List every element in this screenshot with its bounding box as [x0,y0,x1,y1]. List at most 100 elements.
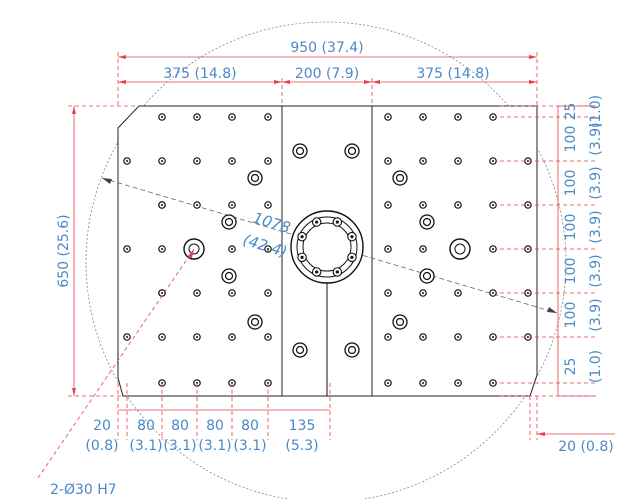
counterbore-hole [419,268,435,284]
dim-bottom-1-inch: (3.1) [129,438,162,454]
hub-bolt [311,217,322,227]
mounting-hole [419,245,427,253]
mounting-hole [228,157,236,165]
mounting-hole [419,157,427,165]
mounting-hole [158,289,166,297]
mounting-hole [454,379,462,387]
mounting-hole [228,333,236,341]
mounting-hole [384,379,392,387]
mounting-hole [419,201,427,209]
dim-right-pitch-mm: 100 [563,170,579,197]
mounting-hole [264,113,272,121]
dim-right-pitch-inch: (3.9) [588,254,604,287]
dim-right-pitch-inch: (3.9) [588,210,604,243]
dim-right-pitch-inch: (1.0) [588,95,604,128]
dim-bottom-2-inch: (3.1) [163,438,196,454]
locating-hole-right [449,238,471,260]
hub-bolt [332,217,343,227]
hub-bolt [297,231,307,242]
mounting-hole [193,333,201,341]
mounting-hole [489,113,497,121]
mounting-hole [123,245,131,253]
mounting-hole [264,333,272,341]
mounting-hole [158,333,166,341]
mounting-hole [489,201,497,209]
dim-right-width: 375 (14.8) [416,66,489,82]
left-dimension: 650 (25.6) [56,105,139,397]
dim-bottom-4-inch: (3.1) [233,438,266,454]
right-edge-dimension: 20 (0.8) [529,396,615,455]
mounting-hole [228,113,236,121]
diagonal-arrow-end [547,307,557,313]
dim-overall-width: 950 (37.4) [290,40,363,56]
dim-right-pitch-mm: 25 [563,358,579,376]
mounting-hole [193,157,201,165]
dim-center-width: 200 (7.9) [295,66,359,82]
mounting-hole [158,201,166,209]
dim-right-pitch-inch: (3.9) [588,298,604,331]
mounting-hole [264,201,272,209]
mounting-hole [489,333,497,341]
mounting-hole [228,245,236,253]
counterbore-hole [392,170,408,186]
dim-bottom-5-mm: 135 [289,418,316,434]
mounting-hole [384,333,392,341]
mounting-hole [264,289,272,297]
hub-bolt [332,267,343,277]
dim-right-pitch-inch: (3.9) [588,122,604,155]
dim-bottom-2-mm: 80 [171,418,189,434]
mounting-hole [384,289,392,297]
dim-right-pitch-mm: 100 [563,258,579,285]
mounting-hole [158,157,166,165]
dim-bottom-0-inch: (0.8) [85,438,118,454]
dim-right-pitch-inch: (1.0) [588,350,604,383]
counterbore-hole [419,214,435,230]
counterbore-hole [221,214,237,230]
dim-right-pitch-mm: 100 [563,214,579,241]
mounting-hole [193,201,201,209]
mounting-hole [158,245,166,253]
dim-bottom-4-mm: 80 [241,418,259,434]
mounting-hole [489,157,497,165]
swing-circle [85,21,567,499]
hub-bolt [347,252,357,263]
diagonal-arrow-start [102,178,112,184]
mounting-hole [228,201,236,209]
mounting-hole [419,333,427,341]
mounting-hole [454,157,462,165]
mounting-hole [384,245,392,253]
mounting-hole [454,289,462,297]
counterbore-hole [247,314,263,330]
mounting-hole [454,113,462,121]
mounting-hole [123,157,131,165]
dim-bottom-3-mm: 80 [206,418,224,434]
counterbore-hole [344,342,360,358]
mounting-hole [384,157,392,165]
mounting-hole [419,113,427,121]
mounting-hole [264,245,272,253]
top-dimensions: 950 (37.4) 375 (14.8) 200 (7.9) 375 (14.… [117,40,538,106]
counterbore-hole [392,314,408,330]
dim-right-edge: 20 (0.8) [558,439,613,455]
counterbore-hole [292,342,308,358]
counterbore-hole [344,143,360,159]
dim-right-pitch-mm: 100 [563,302,579,329]
dim-bottom-5-inch: (5.3) [285,438,318,454]
mounting-hole [158,113,166,121]
hole-callout: 2-Ø30 H7 [37,248,195,498]
mounting-hole [419,289,427,297]
mounting-hole [264,157,272,165]
mounting-hole [384,201,392,209]
diagonal-line [101,177,558,314]
mounting-hole [193,289,201,297]
right-dimensions: 25 (1.0) 100 (3.9) 100 (3.9) 100 (3.9) 100 (3.9) 1… [500,95,604,397]
counterbore-hole [247,170,263,186]
dim-height: 650 (25.6) [56,214,72,287]
mounting-hole [489,245,497,253]
hub-bolt [297,252,307,263]
counterbore-hole [292,143,308,159]
hub-bolt [311,267,322,277]
mounting-hole [384,113,392,121]
mounting-hole [193,113,201,121]
